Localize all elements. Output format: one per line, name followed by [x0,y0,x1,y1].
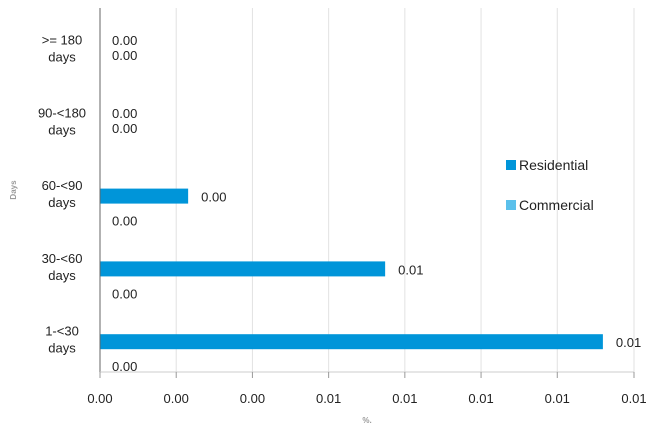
y-category-label: 60-<90 days [42,178,83,210]
bar-residential [100,188,189,204]
bar-residential [100,334,603,350]
x-tick-label: 0.01 [621,391,646,406]
data-label-residential: 0.00 [201,190,226,205]
x-tick-label: 0.01 [316,391,341,406]
y-category-label: 90-<180 days [38,105,86,137]
labels: 0.00 0.00 0.00 0.01 0.01 0.01 0.01 0.01>= 180 da… [9,33,647,426]
y-category-label: 30-<60 days [42,251,83,283]
data-label-commercial: 0.00 [112,121,137,136]
legend: Residential Commercial [506,157,594,213]
x-tick-label: 0.00 [240,391,265,406]
y-category-label: 1-<30 days [45,324,79,356]
x-tick-label: 0.01 [392,391,417,406]
data-label-residential: 0.00 [112,106,137,121]
gridlines [175,8,635,372]
x-tick-label: 0.00 [87,391,112,406]
data-label-commercial: 0.00 [112,359,137,374]
y-category-label: >= 180 days [42,33,83,65]
x-tick-label: 0.00 [164,391,189,406]
legend-label: Residential [519,157,588,173]
legend-swatch [506,200,516,210]
data-label-residential: 0.01 [616,335,641,350]
x-tick-label: 0.01 [468,391,493,406]
data-label-residential: 0.01 [398,262,423,277]
bar-residential [100,261,386,277]
y-axis-title: Days [9,180,18,200]
data-label-commercial: 0.00 [112,214,137,229]
x-axis-title: %. [362,416,371,425]
x-tick-label: 0.01 [545,391,570,406]
axes [99,8,635,378]
data-label-commercial: 0.00 [112,286,137,301]
legend-label: Commercial [519,197,594,213]
data-label-residential: 0.00 [112,33,137,48]
data-label-commercial: 0.00 [112,48,137,63]
legend-swatch [506,160,516,170]
bars [100,188,603,350]
